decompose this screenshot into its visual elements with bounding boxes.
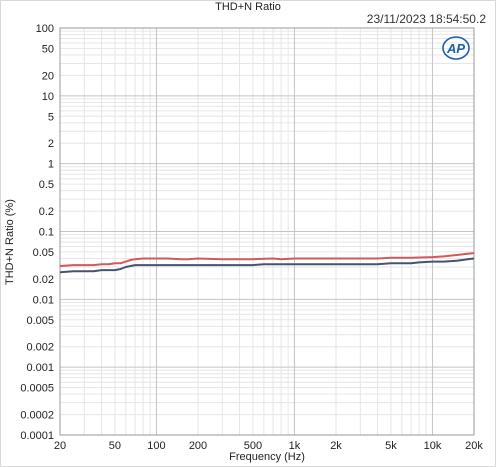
y-tick-label: 0.05 [33, 247, 54, 259]
timestamp: 23/11/2023 18:54:50.2 [366, 12, 486, 26]
y-tick-label: 0.0001 [20, 430, 54, 442]
y-tick-labels: 100 50 20 10 5 2 1 0.5 0.2 0.1 0.05 0.02 0.01 0.005 0.… [20, 23, 54, 442]
plot-border [59, 27, 475, 436]
x-tick-label: 5k [385, 440, 397, 452]
x-tick-label: 500 [244, 440, 262, 452]
x-tick-label: 20 [54, 440, 66, 452]
y-tick-label: 0.02 [33, 274, 54, 286]
x-tick-labels: 20 50 100 200 500 1k 2k 5k 10k 20k [54, 440, 483, 452]
y-tick-label: 0.2 [39, 206, 54, 218]
x-tick-label: 2k [330, 440, 342, 452]
y-tick-label: 0.5 [39, 179, 54, 191]
y-tick-label: 100 [36, 23, 54, 35]
x-axis-label: Frequency (Hz) [229, 451, 305, 463]
x-tick-label: 50 [109, 440, 121, 452]
y-tick-label: 0.005 [26, 315, 54, 327]
ap-logo-text: AP [446, 41, 465, 56]
ap-logo-icon: AP [442, 36, 470, 60]
series-line-1 [59, 252, 475, 267]
y-tick-label: 20 [42, 70, 54, 82]
y-tick-label: 2 [48, 138, 54, 150]
x-tick-label: 1k [289, 440, 301, 452]
y-tick-label: 0.1 [39, 227, 54, 239]
y-tick-label: 0.01 [33, 294, 54, 306]
y-tick-label: 1 [48, 159, 54, 171]
y-tick-label: 0.0005 [20, 383, 54, 395]
y-tick-label: 5 [48, 111, 54, 123]
y-tick-label: 50 [42, 43, 54, 55]
y-axis-label: THD+N Ratio (%) [4, 199, 20, 285]
x-tick-label: 20k [465, 440, 483, 452]
y-tick-label: 10 [42, 91, 54, 103]
y-tick-label: 0.0002 [20, 410, 54, 422]
series-line-2 [59, 257, 475, 274]
x-tick-label: 10k [424, 440, 442, 452]
series-lines [59, 252, 475, 274]
y-tick-label: 0.001 [26, 362, 54, 374]
chart-title: THD+N Ratio [215, 1, 281, 13]
x-tick-label: 100 [147, 440, 165, 452]
y-tick-label: 0.002 [26, 342, 54, 354]
x-tick-label: 200 [189, 440, 207, 452]
